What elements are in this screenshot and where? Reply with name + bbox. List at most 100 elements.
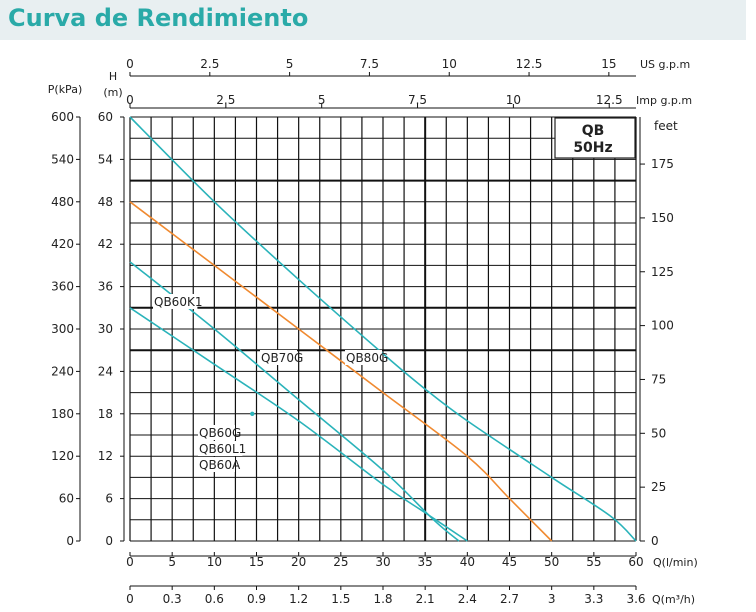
curve-marker bbox=[250, 411, 255, 416]
feet-axis-label: feet bbox=[654, 119, 678, 133]
grid bbox=[129, 116, 637, 542]
m3h-tick-label: 0.3 bbox=[163, 592, 182, 606]
pressure-tick-label: 60 bbox=[59, 492, 74, 506]
impgpm-tick-label: 5 bbox=[318, 93, 326, 107]
feet-tick-label: 125 bbox=[651, 265, 674, 279]
lpm-tick-label: 10 bbox=[207, 555, 222, 569]
label-qb60k1: QB60K1 bbox=[154, 295, 202, 309]
m3h-tick-label: 3.3 bbox=[584, 592, 603, 606]
head-axis-unit: (m) bbox=[103, 86, 122, 99]
pressure-tick-label: 0 bbox=[66, 534, 74, 548]
impgpm-tick-label: 0 bbox=[126, 93, 134, 107]
pressure-axis-label: P(kPa) bbox=[48, 83, 82, 96]
lpm-tick-label: 40 bbox=[460, 555, 475, 569]
head-axis-label: H bbox=[109, 70, 117, 83]
label-qb80g: QB80G bbox=[346, 351, 388, 365]
usgpm-tick-label: 15 bbox=[601, 57, 616, 71]
curve-0 bbox=[129, 116, 637, 542]
impgpm-tick-label: 12.5 bbox=[596, 93, 623, 107]
pressure-tick-label: 120 bbox=[51, 449, 74, 463]
label-qb70g: QB70G bbox=[261, 351, 303, 365]
model-box-line2: 50Hz bbox=[573, 140, 612, 156]
label-qb60k1-bg bbox=[153, 294, 198, 309]
usgpm-tick-label: 12.5 bbox=[516, 57, 543, 71]
m3h-tick-label: 3 bbox=[548, 592, 556, 606]
label-qb60a: QB60A bbox=[199, 458, 241, 472]
curve-3 bbox=[129, 307, 468, 542]
label-qb70g-bg bbox=[260, 350, 297, 365]
m3h-tick-label: 0 bbox=[126, 592, 134, 606]
model-box bbox=[554, 117, 636, 159]
lpm-tick-label: 35 bbox=[418, 555, 433, 569]
m3h-tick-label: 1.5 bbox=[331, 592, 350, 606]
usgpm-tick-label: 0 bbox=[126, 57, 134, 71]
axes: 06121824303642485460H(m)0601201802403003… bbox=[48, 57, 698, 606]
impgpm-tick-label: 10 bbox=[506, 93, 521, 107]
feet-tick-label: 50 bbox=[651, 426, 666, 440]
head-tick-label: 18 bbox=[98, 407, 113, 421]
head-tick-label: 54 bbox=[98, 152, 113, 166]
head-tick-label: 42 bbox=[98, 237, 113, 251]
pressure-tick-label: 360 bbox=[51, 280, 74, 294]
lpm-tick-label: 50 bbox=[544, 555, 559, 569]
pressure-tick-label: 180 bbox=[51, 407, 74, 421]
m3h-tick-label: 3.6 bbox=[626, 592, 645, 606]
head-tick-label: 60 bbox=[98, 110, 113, 124]
label-qb60l1-bg bbox=[198, 441, 243, 456]
feet-tick-label: 175 bbox=[651, 157, 674, 171]
feet-tick-label: 75 bbox=[651, 372, 666, 386]
m3h-tick-label: 2.7 bbox=[500, 592, 519, 606]
m3h-tick-label: 2.1 bbox=[416, 592, 435, 606]
label-qb60g-bg bbox=[198, 425, 235, 440]
label-qb60a-bg bbox=[198, 457, 235, 472]
m3h-axis-label: Q(m³/h) bbox=[652, 593, 695, 606]
label-qb80g-bg bbox=[345, 350, 382, 365]
title-bar: Curva de Rendimiento bbox=[0, 0, 746, 40]
lpm-tick-label: 30 bbox=[375, 555, 390, 569]
head-tick-label: 12 bbox=[98, 449, 113, 463]
m3h-tick-label: 0.9 bbox=[247, 592, 266, 606]
head-tick-label: 36 bbox=[98, 280, 113, 294]
usgpm-tick-label: 5 bbox=[286, 57, 294, 71]
model-box-line1: QB bbox=[582, 123, 605, 139]
usgpm-axis-label: US g.p.m bbox=[640, 58, 690, 71]
lpm-axis-label: Q(l/min) bbox=[653, 556, 698, 569]
usgpm-tick-label: 2.5 bbox=[200, 57, 219, 71]
head-tick-label: 48 bbox=[98, 195, 113, 209]
feet-tick-label: 150 bbox=[651, 211, 674, 225]
curves bbox=[129, 116, 637, 542]
feet-tick-label: 0 bbox=[651, 534, 659, 548]
label-qb60g: QB60G bbox=[199, 426, 241, 440]
lpm-tick-label: 15 bbox=[249, 555, 264, 569]
lpm-tick-label: 5 bbox=[168, 555, 176, 569]
label-qb60l1: QB60L1 bbox=[199, 442, 246, 456]
pressure-tick-label: 240 bbox=[51, 364, 74, 378]
impgpm-tick-label: 2.5 bbox=[216, 93, 235, 107]
impgpm-axis-label: Imp g.p.m bbox=[636, 94, 692, 107]
head-tick-label: 24 bbox=[98, 364, 113, 378]
head-tick-label: 0 bbox=[105, 534, 113, 548]
head-tick-label: 30 bbox=[98, 322, 113, 336]
usgpm-tick-label: 7.5 bbox=[360, 57, 379, 71]
usgpm-tick-label: 10 bbox=[442, 57, 457, 71]
m3h-tick-label: 2.4 bbox=[458, 592, 477, 606]
m3h-tick-label: 1.8 bbox=[373, 592, 392, 606]
lpm-tick-label: 25 bbox=[333, 555, 348, 569]
lpm-tick-label: 60 bbox=[628, 555, 643, 569]
lpm-tick-label: 0 bbox=[126, 555, 134, 569]
m3h-tick-label: 1.2 bbox=[289, 592, 308, 606]
lpm-tick-label: 20 bbox=[291, 555, 306, 569]
pressure-tick-label: 540 bbox=[51, 152, 74, 166]
curve-1 bbox=[129, 201, 553, 542]
chart-title: Curva de Rendimiento bbox=[8, 4, 309, 32]
feet-tick-label: 100 bbox=[651, 319, 674, 333]
pressure-tick-label: 480 bbox=[51, 195, 74, 209]
pressure-tick-label: 300 bbox=[51, 322, 74, 336]
lpm-tick-label: 45 bbox=[502, 555, 517, 569]
pressure-tick-label: 420 bbox=[51, 237, 74, 251]
lpm-tick-label: 55 bbox=[586, 555, 601, 569]
curve-2 bbox=[129, 261, 460, 542]
m3h-tick-label: 0.6 bbox=[205, 592, 224, 606]
